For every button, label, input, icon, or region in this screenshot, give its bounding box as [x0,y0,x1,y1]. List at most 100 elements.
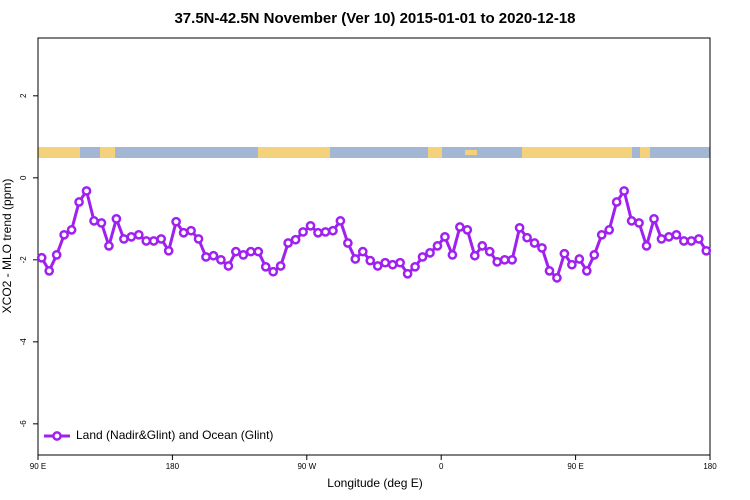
land [38,147,80,158]
data-point [365,255,376,266]
x-axis-label: Longitude (deg E) [327,476,422,490]
data-point [201,252,211,262]
data-point [66,225,77,235]
chart-title: 37.5N-42.5N November (Ver 10) 2015-01-01… [174,10,575,27]
land-ocean-strip [38,147,710,158]
y-tick-label: 0 [19,175,28,180]
data-point [574,254,585,264]
data-point [596,229,607,240]
data-point [253,246,264,257]
data-point [649,213,659,224]
data-point [74,197,84,207]
x-tick-label: 180 [166,462,180,471]
data-point [119,234,129,244]
data-point [559,248,570,259]
data-point [81,186,92,196]
data-point [529,238,540,248]
data-point [484,246,495,257]
x-tick-label: 90 W [297,462,316,471]
data-point [51,250,62,260]
data-point [455,222,465,232]
data-point [133,229,144,240]
data-point [171,216,181,227]
data-point [126,232,137,242]
data-point [275,261,286,271]
data-point [604,225,615,235]
data-point [469,250,480,261]
data-point [163,245,174,256]
x-tick-label: 0 [439,462,444,471]
data-point [589,250,600,260]
data-point [335,216,346,226]
data-point [387,259,398,270]
data-point [686,236,697,246]
data-point [507,254,517,265]
data-point [537,243,547,253]
data-point [305,220,316,231]
data-point [111,213,122,224]
y-tick-label: -2 [19,256,28,264]
data-point [611,197,622,207]
data-point [693,234,704,244]
legend-label: Land (Nadir&Glint) and Ocean (Glint) [76,428,273,442]
data-point [417,252,428,262]
data-point [626,216,637,226]
data-point [552,273,562,283]
ocean [38,147,710,158]
data-point [59,229,69,240]
data-point [641,241,652,251]
data-point [148,236,159,246]
data-point [380,257,391,268]
land [465,150,477,155]
data-point [544,266,555,276]
data-point [432,241,443,251]
data-point [514,222,525,233]
x-tick-label: 90 E [30,462,46,471]
land [522,147,632,158]
data-point [178,227,189,238]
data-point [290,234,301,245]
data-point [313,227,323,238]
y-axis-label: XCO2 - MLO trend (ppm) [0,179,14,314]
data-point [462,225,473,235]
land [428,147,442,158]
data-point [522,232,532,243]
data-point [193,234,204,244]
data-point [141,236,152,246]
land [640,147,650,158]
data-point [372,261,383,271]
data-point [447,250,458,260]
data-point [499,254,510,265]
data-point [477,241,488,251]
legend-marker [52,431,62,441]
data-point [581,266,592,276]
data-point [44,266,55,276]
data-point [350,254,361,264]
data-point [283,238,293,248]
data-point [238,250,249,260]
data-point [156,234,167,244]
data-point [425,248,435,258]
y-tick-label: -4 [19,338,28,346]
data-point [260,261,271,272]
data-point [634,218,644,228]
data-point [402,268,413,279]
data-point [357,246,368,257]
data-point [395,257,405,268]
data-point [245,246,256,257]
data-point [492,257,503,267]
data-point [298,227,308,237]
plot-frame [37,37,711,456]
data-point [89,216,99,226]
data-point [664,232,674,242]
data-point [567,259,577,270]
data-point [656,234,667,244]
data-point [440,232,450,242]
data-point [671,229,682,240]
x-tick-label: 90 E [567,462,583,471]
data-point [619,186,629,196]
data-point [679,236,689,246]
land [100,147,115,158]
